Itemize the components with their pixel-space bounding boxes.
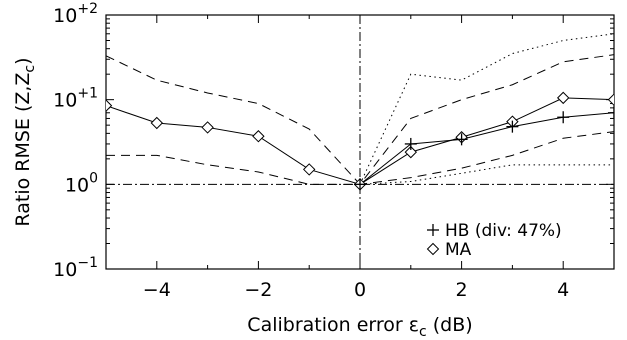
diamond-marker [404,145,418,159]
legend-diamond-icon [426,242,440,256]
x-tick-label: 2 [456,279,468,301]
reference-lines [106,15,614,269]
series-line-hb_upper [359,33,614,185]
plus-marker [455,133,468,146]
axis-labels: Calibration error εc (dB)Ratio RMSE (Z,Z… [12,57,473,340]
y-tick-base: 10 [53,90,77,112]
plus-marker [557,111,570,124]
diamond-marker [302,163,316,176]
legend-label: MA [445,240,472,260]
x-axis-label-text: Calibration error ε [247,314,419,336]
diamond-marker [607,93,614,106]
y-tick-base: 10 [65,174,89,196]
y-tick-label: 10+2 [53,1,98,27]
legend-label: HB (div: 47%) [445,221,562,241]
x-tick-label: 4 [557,279,569,301]
y-tick-exponent: −1 [77,255,98,271]
y-tick-base: 10 [53,259,77,281]
x-tick-label: −2 [244,279,272,301]
series-line-hb [359,112,614,185]
markers-group [106,91,614,191]
diamond-marker [556,91,570,105]
diamond-marker [252,130,265,143]
legend-plus-icon [427,224,439,236]
y-tick-exponent: 0 [89,170,98,186]
plus-marker [506,120,519,133]
x-axis-label-unit: (dB) [427,314,473,336]
y-tick-label: 10+1 [53,86,98,112]
y-tick-exponent: +2 [77,1,98,17]
diamond-marker [201,121,214,134]
x-tick-label: 0 [354,279,366,301]
y-tick-label: 100 [65,170,98,196]
y-tick-base: 10 [53,5,77,27]
plus-marker [608,106,614,119]
plus-marker [354,178,366,191]
x-tick-label: −4 [143,279,171,301]
x-axis-label-subscript: c [419,324,427,340]
plus-marker [404,137,417,150]
legend: HB (div: 47%)MA [426,221,562,260]
y-axis-label-text: Ratio RMSE (Z,Z [12,73,34,227]
y-axis-label-close: ) [12,57,34,64]
y-axis-label: Ratio RMSE (Z,Zc) [12,57,38,226]
y-axis-label-subscript: c [22,65,38,73]
y-tick-exponent: +1 [77,86,98,102]
diamond-marker [150,116,164,130]
x-axis-label: Calibration error εc (dB) [247,314,472,340]
series-line-hb_lower [359,164,614,185]
y-tick-label: 10−1 [53,255,98,281]
diamond-marker [106,99,113,112]
